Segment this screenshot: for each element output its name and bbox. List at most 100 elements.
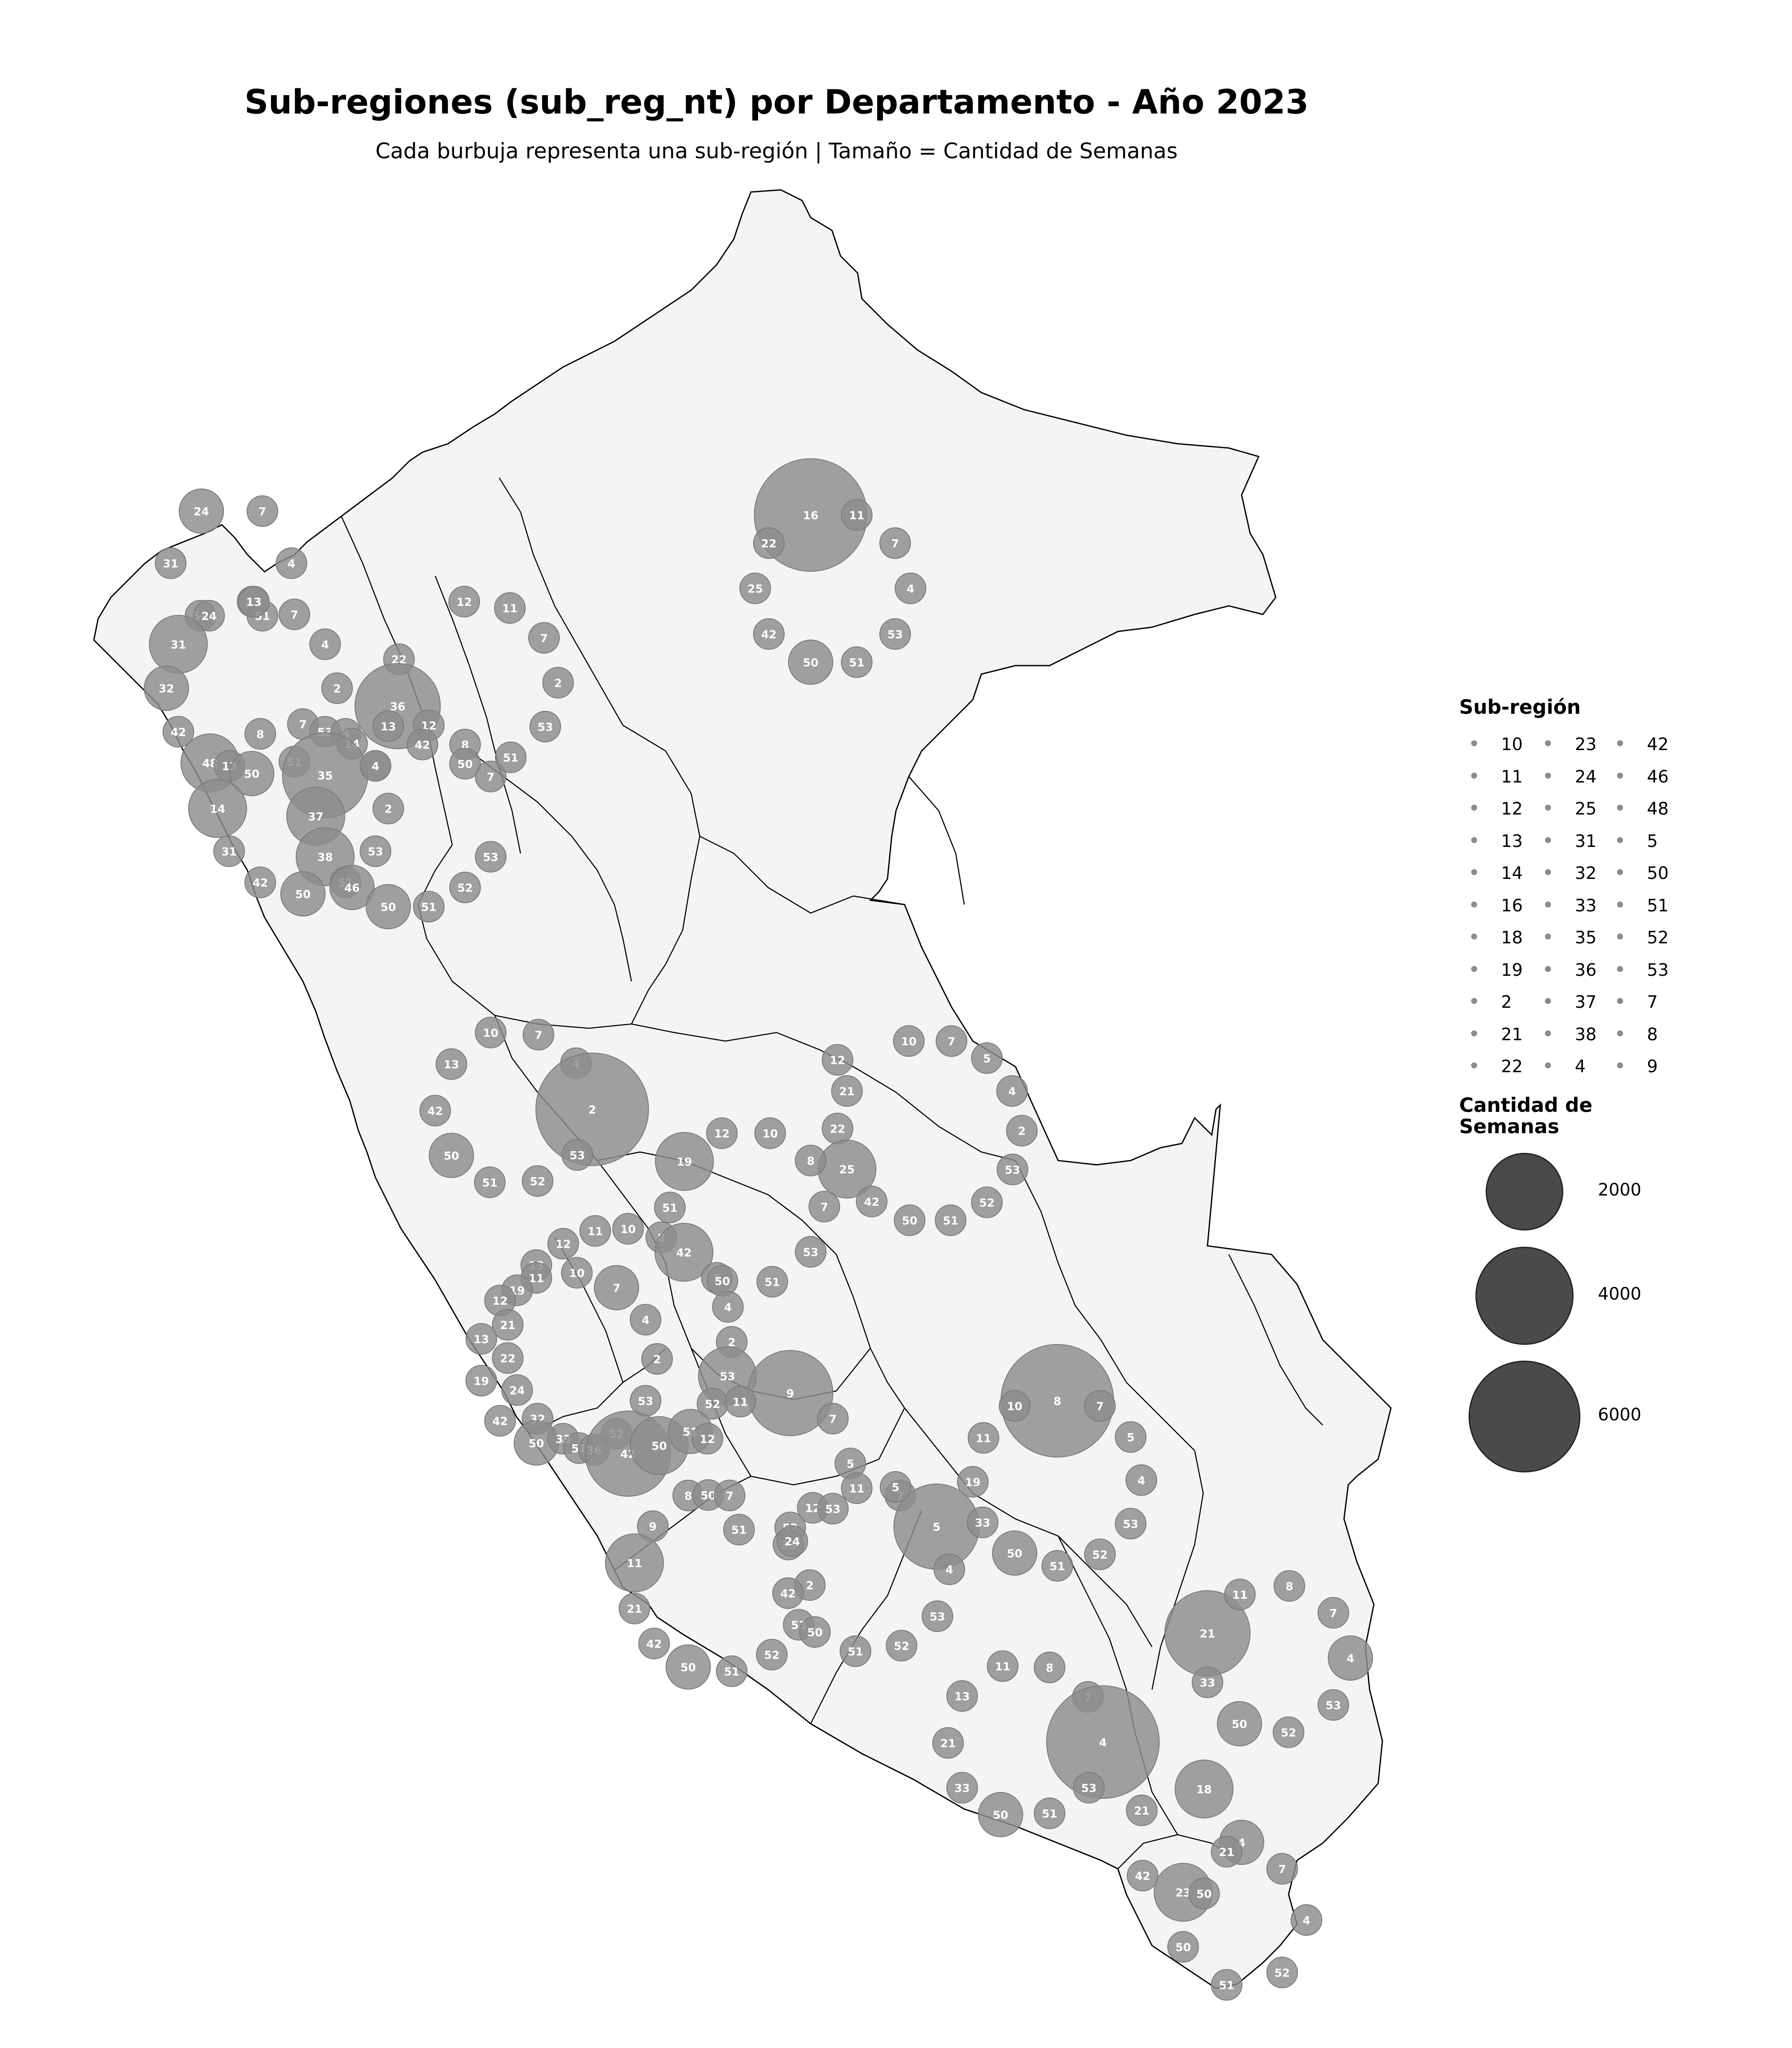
subregion-bubble (244, 867, 276, 898)
subregion-bubble-label: 4 (372, 760, 379, 773)
subregion-bubble-label: 11 (588, 1225, 603, 1238)
subregion-bubble (1126, 1795, 1158, 1826)
subregion-bubble (529, 711, 561, 742)
subregion-bubble-label: 5 (933, 1521, 940, 1534)
subregion-bubble (309, 628, 341, 660)
subregion-bubble-label: 52 (1092, 1549, 1108, 1562)
country-outline (93, 189, 1392, 1989)
subregion-bubble-label: 5 (847, 1458, 854, 1471)
subregion-bubble (360, 835, 391, 867)
legend-subregion-marker (1545, 805, 1551, 811)
subregion-bubble-label: 10 (569, 1267, 585, 1280)
subregion-bubble-label: 52 (457, 882, 473, 895)
subregion-bubble-label: 42 (1135, 1870, 1150, 1883)
subregion-bubble (655, 1132, 714, 1191)
subregion-bubble (654, 1192, 686, 1223)
subregion-bubble-label: 25 (839, 1164, 855, 1176)
subregion-bubble-label: 7 (1329, 1607, 1337, 1620)
subregion-bubble-label: 50 (701, 1489, 716, 1502)
subregion-bubble-label: 11 (529, 1272, 544, 1285)
subregion-bubble (484, 1405, 516, 1437)
subregion-bubble (1217, 1701, 1262, 1746)
legend-subregion-label: 2 (1501, 992, 1512, 1012)
subregion-bubble (1266, 1957, 1298, 1988)
subregion-bubble (1115, 1421, 1146, 1453)
subregion-bubble-label: 51 (943, 1215, 958, 1228)
subregion-bubble (935, 1204, 966, 1236)
subregion-bubble-label: 42 (171, 726, 186, 739)
subregion-bubble (436, 1048, 467, 1080)
subregion-bubble-label: 42 (761, 628, 777, 641)
subregion-bubble-label: 51 (662, 1202, 678, 1215)
subregion-bubble-label: 50 (993, 1809, 1008, 1822)
legend-subregion-marker (1471, 966, 1477, 972)
subregion-bubble (535, 1053, 649, 1166)
subregion-bubble (449, 748, 481, 780)
legend-subregion-label: 19 (1501, 960, 1523, 980)
subregion-bubble-label: 31 (163, 558, 178, 570)
subregion-bubble (1084, 1390, 1116, 1422)
legend-subregion-title: Sub-región (1459, 695, 1581, 719)
subregion-bubble-label: 51 (765, 1276, 780, 1289)
subregion-bubble-label: 50 (1232, 1718, 1247, 1731)
subregion-bubble (1084, 1539, 1116, 1570)
subregion-bubble-label: 38 (317, 851, 333, 864)
subregion-bubble (777, 1525, 808, 1557)
subregion-bubble-label: 42 (253, 877, 268, 890)
subregion-bubble-label: 51 (503, 752, 518, 765)
subregion-bubble (886, 1630, 917, 1661)
subregion-bubble-label: 7 (948, 1036, 955, 1048)
subregion-bubble-label: 2 (653, 1353, 661, 1366)
subregion-bubble-label: 5 (983, 1053, 991, 1065)
subregion-bubble-label: 42 (428, 1105, 443, 1118)
subregion-bubble-label: 4 (907, 583, 914, 596)
subregion-bubble (666, 1644, 711, 1690)
subregion-bubble-label: 50 (1007, 1548, 1022, 1560)
subregion-bubble (997, 1154, 1028, 1185)
legend-subregion-label: 52 (1647, 928, 1669, 948)
legend-subregion-label: 5 (1647, 831, 1658, 851)
subregion-bubble (1266, 1853, 1298, 1885)
subregion-bubble-label: 12 (556, 1238, 571, 1251)
map-title: Sub-regiones (sub_reg_nt) por Departamen… (244, 83, 1309, 122)
subregion-bubble (276, 547, 307, 579)
subregion-bubble-label: 53 (538, 721, 553, 734)
legend-size-circle (1469, 1361, 1580, 1472)
subregion-bubble-label: 50 (715, 1275, 730, 1288)
subregion-bubble-label: 42 (492, 1415, 508, 1428)
subregion-bubble-label: 4 (724, 1301, 732, 1314)
legend-subregion-marker (1471, 837, 1477, 843)
legend-subregion-label: 4 (1575, 1057, 1586, 1076)
subregion-bubble (492, 1309, 524, 1341)
subregion-bubble (772, 1577, 804, 1609)
subregion-bubble-label: 4 (1347, 1652, 1354, 1665)
subregion-bubble-label: 2 (554, 677, 562, 690)
subregion-bubble-label: 25 (748, 583, 763, 596)
subregion-bubble-label: 53 (368, 846, 383, 858)
subregion-bubble-label: 4 (1137, 1475, 1145, 1487)
subregion-bubble-label: 2 (1018, 1125, 1026, 1138)
legend-subregion-label: 16 (1501, 896, 1523, 916)
subregion-bubble (932, 1727, 964, 1759)
legend-subregion-label: 31 (1575, 831, 1597, 851)
subregion-bubble (542, 667, 574, 698)
subregion-bubble (561, 1139, 593, 1171)
legend-subregion-marker (1617, 805, 1623, 811)
map-subtitle: Cada burbuja representa una sub-región |… (375, 139, 1178, 163)
subregion-bubble-label: 52 (1274, 1967, 1290, 1980)
subregion-bubble (619, 1593, 650, 1624)
legend-subregion-marker (1617, 901, 1623, 908)
subregion-bubble (1175, 1760, 1233, 1818)
legend-subregion-marker (1545, 966, 1551, 972)
subregion-bubble (936, 1025, 967, 1057)
subregion-bubble (714, 1480, 745, 1511)
subregion-bubble (799, 1616, 831, 1648)
legend-subregion-marker (1471, 805, 1477, 811)
legend-subregion-marker (1471, 869, 1477, 875)
legend-subregion-label: 48 (1647, 799, 1669, 819)
subregion-bubble-label: 50 (803, 657, 818, 669)
subregion-bubble (880, 1471, 911, 1503)
subregion-bubble-label: 8 (1053, 1395, 1061, 1408)
subregion-bubble-label: 8 (1286, 1580, 1293, 1593)
legend-subregion-marker (1617, 869, 1623, 875)
